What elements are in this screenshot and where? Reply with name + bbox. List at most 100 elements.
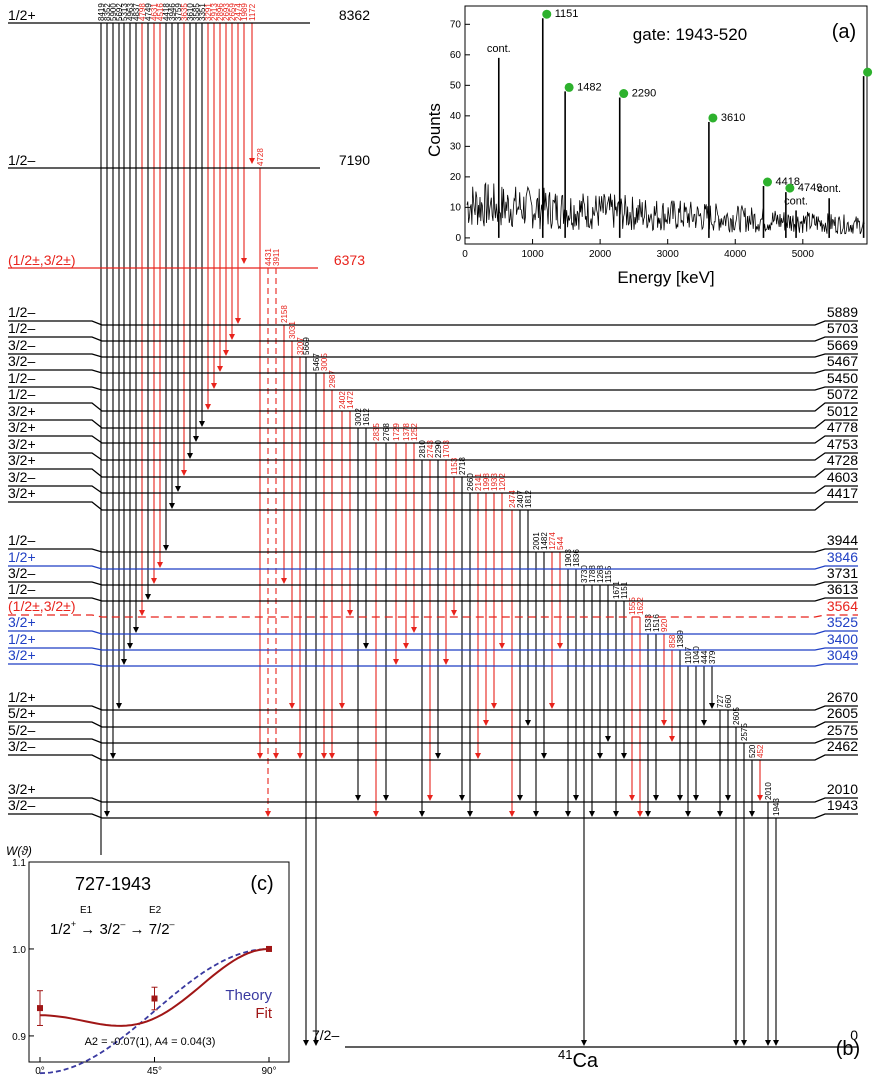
- transition-label: 544: [556, 536, 565, 550]
- fit-curve: [39, 948, 270, 1027]
- level-line: [8, 813, 858, 819]
- peak-marker: [762, 177, 772, 187]
- transition-1268: 1268: [596, 565, 605, 759]
- transition-label: 5692: [115, 3, 124, 21]
- transition-label: 3730: [580, 565, 589, 583]
- transition-label: 3635: [180, 3, 189, 21]
- level-line: [8, 663, 858, 667]
- level-line: [8, 565, 858, 570]
- transition-label: 1252: [410, 423, 419, 441]
- transition-1703: 1703: [442, 440, 451, 665]
- level-4753: 3/2+ 4753: [8, 436, 858, 461]
- level-energy: 5669: [827, 337, 858, 353]
- spectrum-background-counts: [466, 182, 865, 235]
- level-line: [8, 336, 858, 342]
- transition-452: 452: [756, 744, 765, 801]
- transition-1378: 1378: [402, 423, 411, 649]
- transition-label: 520: [748, 744, 757, 758]
- cascade-formula: 1/2+ → 3/2– → 7/2–: [50, 919, 175, 938]
- data-point: [151, 986, 158, 1011]
- peak-1482: 1482: [564, 81, 602, 238]
- transition-label: 3291: [204, 3, 213, 21]
- transition-label: 2659: [228, 3, 237, 21]
- transition-label: 1671: [612, 581, 621, 599]
- level-2670: 1/2+ 2670: [8, 689, 858, 711]
- level-energy: 4728: [827, 452, 858, 468]
- level-spin: 1/2–: [8, 304, 35, 320]
- transition-label: 4516: [156, 3, 165, 21]
- transition-1943: 1943: [772, 798, 781, 1046]
- transition-1903: 1903: [564, 549, 573, 817]
- level-energy: 4753: [827, 436, 858, 452]
- transition-1516: 1516: [652, 614, 661, 801]
- data-point: [266, 945, 272, 952]
- y-tick-label: 50: [450, 80, 462, 91]
- transition-1153: 1153: [450, 457, 459, 616]
- y-tick-label: 1.0: [12, 945, 26, 956]
- level-3049: 3/2+ 3049: [8, 647, 858, 667]
- angular-distribution-panel: 0° 45° 90° 0.9 1.0 1.1 W(ϑ) 727-1943 (c) 1/2+…: [0, 844, 300, 1077]
- level-line: [8, 435, 858, 444]
- transition-1151: 1151: [620, 581, 629, 759]
- peak-label: 3610: [721, 112, 745, 124]
- level-spin: 3/2–: [8, 565, 35, 581]
- peak-marker: [785, 183, 795, 193]
- spectrum-frame: [464, 5, 868, 245]
- transition-label: 2718: [458, 457, 467, 475]
- angdist-axes: 0° 45° 90° 0.9 1.0 1.1: [12, 858, 276, 1077]
- transition-2659: 2659: [228, 3, 237, 340]
- transition-2835: 2835: [372, 423, 381, 817]
- transition-3207: 3207: [296, 337, 305, 759]
- transition-label: 858: [668, 634, 677, 648]
- angdist-frame: [28, 861, 290, 1063]
- transition-1998: 1998: [482, 473, 491, 726]
- transition-label: 1612: [362, 408, 371, 426]
- transition-1482: 1482: [540, 532, 549, 759]
- spectrum-axes: 0 1000 2000 3000 4000 5000 0 10 20 30 40 50 60 70: [450, 19, 814, 260]
- level-energy: 5012: [827, 403, 858, 419]
- level-energy: 2605: [827, 705, 858, 721]
- transition-label: 1482: [540, 532, 549, 550]
- transition-2474: 2474: [234, 3, 243, 324]
- level-5450: 1/2– 5450: [8, 370, 858, 391]
- transition-label: 1155: [604, 565, 613, 583]
- peak-label: cont.: [487, 43, 511, 55]
- level-spin: 3/2+: [8, 436, 36, 452]
- transition-3635: 3635: [180, 3, 189, 476]
- transition-label: 727: [716, 694, 725, 708]
- transition-label: 5900: [109, 3, 118, 21]
- transition-3585: 3585: [192, 3, 201, 442]
- transition-label: 1729: [392, 423, 401, 441]
- level-5889: 1/2– 5889: [8, 304, 858, 326]
- level-energy: 3613: [827, 581, 858, 597]
- x-tick-label: 4000: [724, 249, 747, 260]
- level-spin: 1/2–: [8, 370, 35, 386]
- transition-label: 2768: [382, 423, 391, 441]
- peak-cont.: cont.: [487, 43, 511, 238]
- transition-2810: 2810: [418, 440, 427, 817]
- transition-label: 5313: [120, 3, 129, 21]
- transition-label: 1998: [482, 473, 491, 491]
- peak-marker: [542, 9, 552, 19]
- transition-1933: 1933: [490, 473, 499, 709]
- transition-3002: 3002: [354, 408, 363, 801]
- level-spin: 3/2+: [8, 614, 36, 630]
- level-energy: 5467: [827, 353, 858, 369]
- level-line: [8, 614, 858, 618]
- cascade-j2: 3/2: [99, 921, 120, 938]
- peak-marker: [619, 89, 629, 99]
- level-spin: 3/2+: [8, 781, 36, 797]
- y-tick-label: 70: [450, 19, 462, 30]
- level-line: [8, 402, 858, 412]
- level-spin: 3/2+: [8, 485, 36, 501]
- x-tick-label: 90°: [261, 1066, 276, 1077]
- transition-3291: 3291: [204, 3, 213, 410]
- transition-label: 1555: [628, 597, 637, 615]
- transition-label: 3351: [198, 3, 207, 21]
- level-3525: 3/2+ 3525: [8, 614, 858, 635]
- transition-label: 4728: [256, 148, 265, 166]
- peak-label: 4749: [798, 182, 822, 194]
- transition-label: 920: [660, 618, 669, 632]
- level-5072: 1/2– 5072: [8, 386, 858, 412]
- nucleus-label: 41Ca: [558, 1047, 599, 1072]
